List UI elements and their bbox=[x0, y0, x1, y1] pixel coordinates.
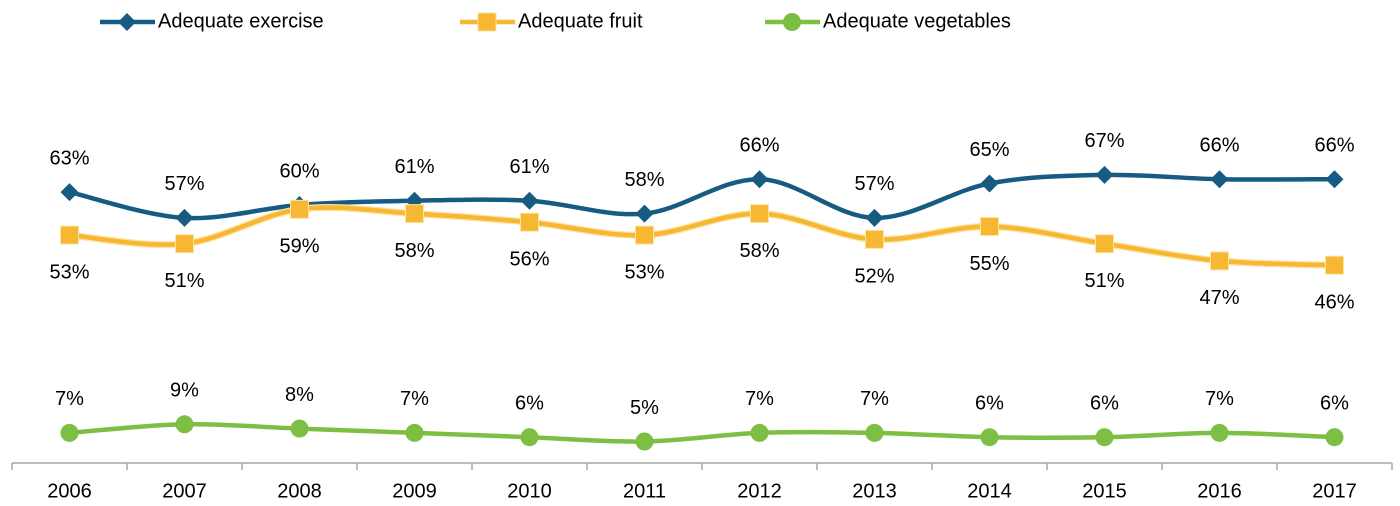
x-tick-label: 2016 bbox=[1197, 480, 1242, 502]
data-label: 6% bbox=[1090, 392, 1119, 414]
data-label: 52% bbox=[854, 266, 894, 288]
data-point bbox=[865, 423, 884, 442]
data-label: 6% bbox=[975, 392, 1004, 414]
legend-label: Adequate exercise bbox=[158, 10, 324, 32]
data-point bbox=[980, 217, 999, 236]
data-point bbox=[520, 212, 539, 232]
data-label: 61% bbox=[509, 156, 549, 178]
data-point bbox=[1095, 165, 1114, 184]
data-label: 7% bbox=[1205, 388, 1234, 410]
x-tick-label: 2007 bbox=[162, 480, 207, 502]
data-label: 66% bbox=[739, 134, 779, 156]
x-tick-label: 2013 bbox=[852, 480, 897, 502]
data-point bbox=[1210, 423, 1229, 442]
data-label: 7% bbox=[745, 388, 774, 410]
data-label: 51% bbox=[164, 270, 204, 292]
data-label: 59% bbox=[279, 236, 319, 258]
data-point bbox=[175, 234, 194, 254]
data-point bbox=[520, 428, 539, 447]
x-tick-label: 2009 bbox=[392, 480, 437, 502]
data-point bbox=[750, 170, 769, 189]
data-point bbox=[750, 204, 769, 224]
data-label: 63% bbox=[49, 147, 89, 169]
x-tick-label: 2008 bbox=[277, 480, 322, 502]
data-point bbox=[980, 174, 999, 193]
data-label: 61% bbox=[394, 156, 434, 178]
data-label: 53% bbox=[49, 261, 89, 283]
x-tick-label: 2006 bbox=[47, 480, 92, 502]
legend-marker bbox=[118, 13, 136, 31]
data-label: 7% bbox=[860, 388, 889, 410]
series-line bbox=[69, 421, 1335, 444]
data-point bbox=[1210, 251, 1229, 271]
data-label: 55% bbox=[969, 253, 1009, 275]
data-label: 46% bbox=[1314, 291, 1354, 313]
series-line-outline bbox=[69, 204, 1335, 269]
legend-label: Adequate fruit bbox=[518, 10, 643, 32]
data-label: 57% bbox=[854, 173, 894, 195]
data-label: 51% bbox=[1084, 270, 1124, 292]
legend-marker bbox=[477, 12, 497, 32]
x-tick-label: 2012 bbox=[737, 480, 782, 502]
legend-label: Adequate vegetables bbox=[823, 10, 1011, 32]
data-point bbox=[750, 423, 769, 442]
data-point bbox=[175, 208, 194, 227]
series-line bbox=[69, 205, 1335, 268]
data-label: 58% bbox=[624, 169, 664, 191]
data-label: 67% bbox=[1084, 130, 1124, 152]
data-label: 65% bbox=[969, 139, 1009, 161]
data-point bbox=[1325, 428, 1344, 447]
x-tick-label: 2014 bbox=[967, 480, 1012, 502]
data-point bbox=[60, 183, 79, 202]
data-label: 5% bbox=[630, 397, 659, 419]
x-tick-label: 2017 bbox=[1312, 480, 1357, 502]
data-point bbox=[290, 199, 309, 219]
data-label: 58% bbox=[394, 240, 434, 262]
data-point bbox=[290, 419, 309, 438]
data-label: 8% bbox=[285, 384, 314, 406]
data-point bbox=[1325, 170, 1344, 189]
data-label: 66% bbox=[1199, 134, 1239, 156]
data-point bbox=[865, 229, 884, 249]
x-tick-label: 2015 bbox=[1082, 480, 1127, 502]
x-tick-label: 2010 bbox=[507, 480, 552, 502]
x-tick-label: 2011 bbox=[623, 480, 666, 502]
series-line bbox=[69, 172, 1335, 221]
data-label: 56% bbox=[509, 248, 549, 270]
data-label: 66% bbox=[1314, 134, 1354, 156]
data-point bbox=[1325, 255, 1344, 275]
data-label: 58% bbox=[739, 240, 779, 262]
data-point bbox=[635, 204, 654, 223]
data-point bbox=[1095, 234, 1114, 254]
data-point bbox=[1210, 170, 1229, 189]
data-label: 6% bbox=[515, 392, 544, 414]
data-point bbox=[980, 428, 999, 447]
data-point bbox=[405, 204, 424, 224]
legend-marker bbox=[783, 13, 801, 31]
data-label: 47% bbox=[1199, 287, 1239, 309]
data-point bbox=[520, 191, 539, 210]
data-label: 60% bbox=[279, 160, 319, 182]
data-point bbox=[1095, 428, 1114, 447]
data-point bbox=[60, 225, 79, 245]
data-label: 7% bbox=[55, 388, 84, 410]
data-point bbox=[175, 415, 194, 434]
data-point bbox=[635, 432, 654, 451]
data-label: 57% bbox=[164, 173, 204, 195]
data-point bbox=[405, 423, 424, 442]
data-label: 6% bbox=[1320, 392, 1349, 414]
data-point bbox=[635, 225, 654, 245]
data-label: 9% bbox=[170, 380, 199, 402]
data-point bbox=[865, 208, 884, 227]
data-label: 53% bbox=[624, 261, 664, 283]
data-point bbox=[60, 423, 79, 442]
data-label: 7% bbox=[400, 388, 429, 410]
